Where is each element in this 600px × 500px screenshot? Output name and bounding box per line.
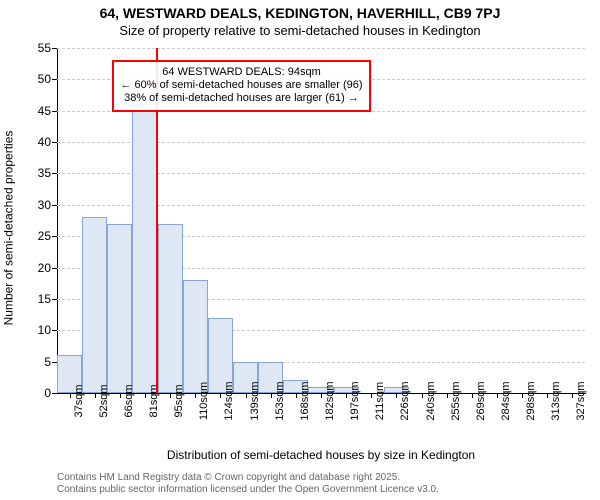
x-axis-label: Distribution of semi-detached houses by …: [57, 448, 585, 462]
y-axis-label: Number of semi-detached properties: [1, 55, 15, 400]
chart-container: 64, WESTWARD DEALS, KEDINGTON, HAVERHILL…: [0, 0, 600, 500]
x-tick: [70, 393, 71, 398]
y-tick-label: 45: [27, 104, 51, 118]
x-tick: [170, 393, 171, 398]
annotation-box: 64 WESTWARD DEALS: 94sqm← 60% of semi-de…: [112, 60, 370, 112]
annotation-line: ← 60% of semi-detached houses are smalle…: [120, 79, 362, 92]
histogram-bar: [107, 224, 132, 393]
x-tick: [220, 393, 221, 398]
x-tick: [472, 393, 473, 398]
chart-title-main: 64, WESTWARD DEALS, KEDINGTON, HAVERHILL…: [0, 5, 600, 21]
x-tick: [346, 393, 347, 398]
x-tick: [396, 393, 397, 398]
x-tick-label: 269sqm: [475, 381, 487, 420]
histogram-bar: [82, 217, 107, 393]
histogram-bar: [183, 280, 208, 393]
x-tick: [447, 393, 448, 398]
y-tick-label: 30: [27, 198, 51, 212]
x-tick-label: 313sqm: [550, 381, 562, 420]
attribution-line-2: Contains public sector information licen…: [57, 484, 439, 496]
y-tick-label: 10: [27, 323, 51, 337]
x-tick-label: 240sqm: [425, 381, 437, 420]
x-tick-label: 255sqm: [450, 381, 462, 420]
attribution-line-1: Contains HM Land Registry data © Crown c…: [57, 472, 439, 484]
y-tick-label: 35: [27, 166, 51, 180]
x-tick: [371, 393, 372, 398]
histogram-bar: [158, 224, 183, 393]
y-tick-label: 15: [27, 292, 51, 306]
x-tick: [296, 393, 297, 398]
gridline: [57, 48, 585, 49]
annotation-line: 38% of semi-detached houses are larger (…: [120, 92, 362, 105]
x-tick: [120, 393, 121, 398]
annotation-line: 64 WESTWARD DEALS: 94sqm: [120, 66, 362, 79]
x-tick: [95, 393, 96, 398]
x-tick: [497, 393, 498, 398]
x-tick-label: 197sqm: [349, 381, 361, 420]
y-tick-label: 5: [27, 355, 51, 369]
x-tick-label: 298sqm: [525, 381, 537, 420]
x-tick: [321, 393, 322, 398]
x-tick: [246, 393, 247, 398]
x-tick: [522, 393, 523, 398]
x-tick-label: 327sqm: [575, 381, 587, 420]
x-tick-label: 226sqm: [399, 381, 411, 420]
y-tick: [52, 393, 57, 394]
attribution-text: Contains HM Land Registry data © Crown c…: [57, 472, 439, 496]
x-tick: [547, 393, 548, 398]
x-tick: [422, 393, 423, 398]
y-tick-label: 50: [27, 72, 51, 86]
y-tick-label: 0: [27, 386, 51, 400]
histogram-bar: [132, 104, 157, 393]
y-tick-label: 55: [27, 41, 51, 55]
y-tick-label: 40: [27, 135, 51, 149]
y-tick-label: 25: [27, 229, 51, 243]
x-tick: [195, 393, 196, 398]
x-tick: [572, 393, 573, 398]
chart-title-sub: Size of property relative to semi-detach…: [0, 23, 600, 38]
x-tick: [145, 393, 146, 398]
y-tick-label: 20: [27, 261, 51, 275]
x-tick: [271, 393, 272, 398]
x-tick-label: 284sqm: [500, 381, 512, 420]
